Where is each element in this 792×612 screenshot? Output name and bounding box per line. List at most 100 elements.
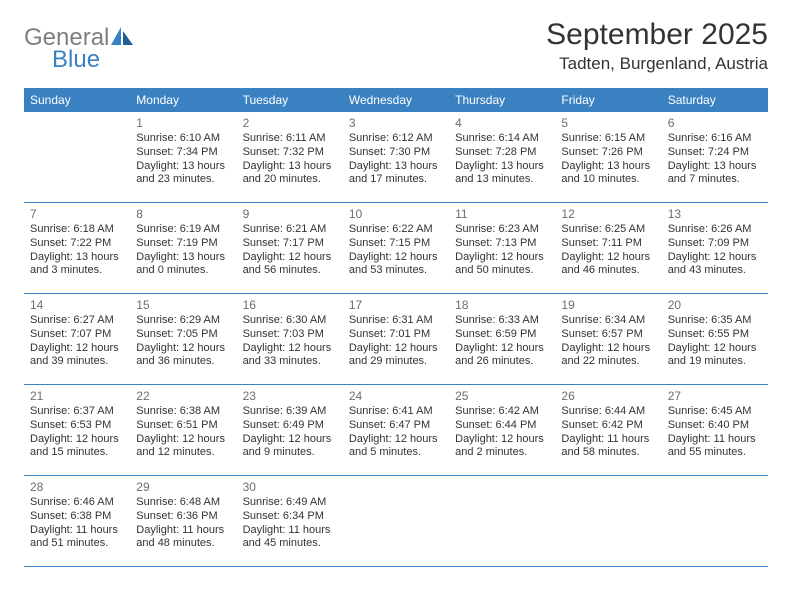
day-sunset: Sunset: 7:17 PM (243, 237, 337, 251)
calendar-day-cell: 10Sunrise: 6:22 AMSunset: 7:15 PMDayligh… (343, 203, 449, 294)
day-number: 7 (30, 207, 124, 222)
day-sunset: Sunset: 7:03 PM (243, 328, 337, 342)
day-sunrise: Sunrise: 6:16 AM (668, 132, 762, 146)
calendar-day-cell: 28Sunrise: 6:46 AMSunset: 6:38 PMDayligh… (24, 476, 130, 567)
day-daylight2: and 17 minutes. (349, 173, 443, 187)
day-sunrise: Sunrise: 6:23 AM (455, 223, 549, 237)
day-number: 21 (30, 389, 124, 404)
day-sunset: Sunset: 7:32 PM (243, 146, 337, 160)
day-daylight2: and 23 minutes. (136, 173, 230, 187)
calendar-day-cell: 26Sunrise: 6:44 AMSunset: 6:42 PMDayligh… (555, 385, 661, 476)
day-sunrise: Sunrise: 6:27 AM (30, 314, 124, 328)
day-daylight2: and 39 minutes. (30, 355, 124, 369)
day-sunset: Sunset: 6:55 PM (668, 328, 762, 342)
calendar-day-cell (555, 476, 661, 567)
day-daylight2: and 7 minutes. (668, 173, 762, 187)
day-sunrise: Sunrise: 6:39 AM (243, 405, 337, 419)
day-daylight1: Daylight: 13 hours (349, 160, 443, 174)
day-sunset: Sunset: 6:40 PM (668, 419, 762, 433)
day-daylight2: and 15 minutes. (30, 446, 124, 460)
calendar-header-row: Sunday Monday Tuesday Wednesday Thursday… (24, 88, 768, 112)
day-daylight1: Daylight: 12 hours (243, 251, 337, 265)
day-sunrise: Sunrise: 6:44 AM (561, 405, 655, 419)
weekday-header: Thursday (449, 88, 555, 112)
day-daylight1: Daylight: 13 hours (668, 160, 762, 174)
day-sunrise: Sunrise: 6:14 AM (455, 132, 549, 146)
calendar-day-cell: 18Sunrise: 6:33 AMSunset: 6:59 PMDayligh… (449, 294, 555, 385)
day-daylight2: and 58 minutes. (561, 446, 655, 460)
day-sunrise: Sunrise: 6:12 AM (349, 132, 443, 146)
day-number: 5 (561, 116, 655, 131)
day-daylight1: Daylight: 12 hours (561, 251, 655, 265)
day-sunrise: Sunrise: 6:37 AM (30, 405, 124, 419)
day-number: 18 (455, 298, 549, 313)
day-sunrise: Sunrise: 6:35 AM (668, 314, 762, 328)
calendar-day-cell (343, 476, 449, 567)
day-sunrise: Sunrise: 6:34 AM (561, 314, 655, 328)
day-sunset: Sunset: 7:13 PM (455, 237, 549, 251)
weekday-header: Friday (555, 88, 661, 112)
day-sunset: Sunset: 6:59 PM (455, 328, 549, 342)
day-daylight1: Daylight: 13 hours (30, 251, 124, 265)
day-daylight2: and 45 minutes. (243, 537, 337, 551)
calendar-day-cell: 25Sunrise: 6:42 AMSunset: 6:44 PMDayligh… (449, 385, 555, 476)
day-number: 15 (136, 298, 230, 313)
calendar-day-cell (24, 112, 130, 203)
day-daylight1: Daylight: 12 hours (668, 251, 762, 265)
calendar-table: Sunday Monday Tuesday Wednesday Thursday… (24, 88, 768, 566)
calendar-day-cell: 15Sunrise: 6:29 AMSunset: 7:05 PMDayligh… (130, 294, 236, 385)
day-daylight1: Daylight: 11 hours (136, 524, 230, 538)
day-number: 16 (243, 298, 337, 313)
location: Tadten, Burgenland, Austria (546, 54, 768, 74)
day-sunrise: Sunrise: 6:15 AM (561, 132, 655, 146)
logo-text-blue: Blue (52, 46, 100, 73)
day-sunrise: Sunrise: 6:25 AM (561, 223, 655, 237)
day-daylight1: Daylight: 12 hours (561, 342, 655, 356)
day-daylight2: and 13 minutes. (455, 173, 549, 187)
day-sunrise: Sunrise: 6:19 AM (136, 223, 230, 237)
day-sunrise: Sunrise: 6:38 AM (136, 405, 230, 419)
day-number: 2 (243, 116, 337, 131)
day-daylight2: and 53 minutes. (349, 264, 443, 278)
calendar-body: 1Sunrise: 6:10 AMSunset: 7:34 PMDaylight… (24, 112, 768, 566)
calendar-bottom-border (24, 566, 768, 567)
day-daylight1: Daylight: 12 hours (455, 433, 549, 447)
day-sunset: Sunset: 7:28 PM (455, 146, 549, 160)
day-sunset: Sunset: 6:44 PM (455, 419, 549, 433)
day-sunrise: Sunrise: 6:49 AM (243, 496, 337, 510)
day-daylight2: and 10 minutes. (561, 173, 655, 187)
calendar-day-cell: 6Sunrise: 6:16 AMSunset: 7:24 PMDaylight… (662, 112, 768, 203)
day-daylight1: Daylight: 12 hours (136, 342, 230, 356)
day-daylight2: and 50 minutes. (455, 264, 549, 278)
weekday-header: Monday (130, 88, 236, 112)
day-number: 19 (561, 298, 655, 313)
title-block: September 2025 Tadten, Burgenland, Austr… (546, 18, 768, 74)
calendar-week-row: 14Sunrise: 6:27 AMSunset: 7:07 PMDayligh… (24, 294, 768, 385)
logo-sail-icon (111, 32, 133, 49)
day-number: 10 (349, 207, 443, 222)
day-sunset: Sunset: 6:51 PM (136, 419, 230, 433)
day-sunrise: Sunrise: 6:46 AM (30, 496, 124, 510)
day-sunset: Sunset: 7:26 PM (561, 146, 655, 160)
day-daylight1: Daylight: 13 hours (136, 251, 230, 265)
day-daylight1: Daylight: 12 hours (243, 342, 337, 356)
day-number: 12 (561, 207, 655, 222)
calendar-day-cell: 3Sunrise: 6:12 AMSunset: 7:30 PMDaylight… (343, 112, 449, 203)
day-number: 9 (243, 207, 337, 222)
month-title: September 2025 (546, 18, 768, 52)
day-daylight2: and 5 minutes. (349, 446, 443, 460)
weekday-header: Wednesday (343, 88, 449, 112)
day-sunrise: Sunrise: 6:10 AM (136, 132, 230, 146)
logo-text: General Blue (24, 24, 133, 80)
day-daylight1: Daylight: 12 hours (349, 433, 443, 447)
calendar-day-cell: 2Sunrise: 6:11 AMSunset: 7:32 PMDaylight… (237, 112, 343, 203)
day-daylight1: Daylight: 12 hours (136, 433, 230, 447)
day-daylight2: and 2 minutes. (455, 446, 549, 460)
calendar-day-cell: 27Sunrise: 6:45 AMSunset: 6:40 PMDayligh… (662, 385, 768, 476)
day-daylight1: Daylight: 11 hours (668, 433, 762, 447)
day-daylight1: Daylight: 12 hours (455, 342, 549, 356)
day-number: 1 (136, 116, 230, 131)
day-daylight2: and 26 minutes. (455, 355, 549, 369)
day-daylight1: Daylight: 13 hours (136, 160, 230, 174)
day-daylight2: and 20 minutes. (243, 173, 337, 187)
